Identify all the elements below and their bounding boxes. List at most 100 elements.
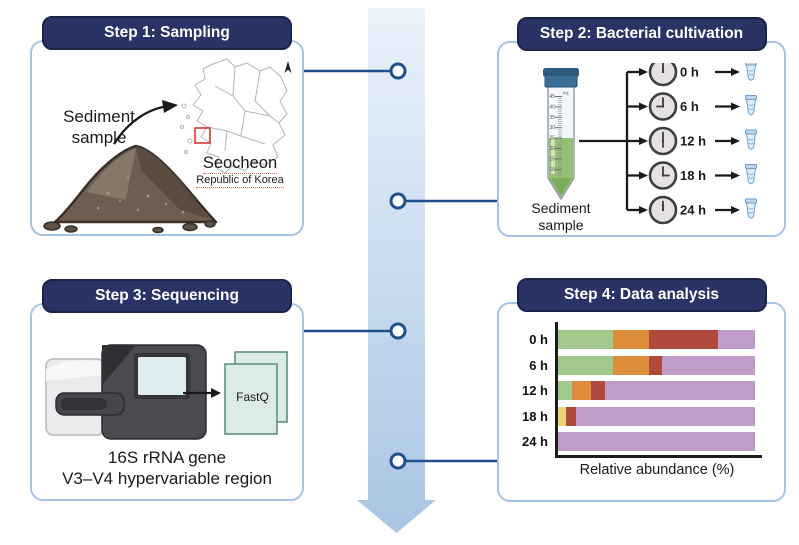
chart-segment-taxon-purple: [717, 330, 756, 349]
chart-tick-label: 18 h: [521, 408, 548, 424]
chart-segment-taxon-orange: [613, 355, 649, 375]
microtube-icon: [745, 198, 757, 219]
stacked-bar-chart: 0 h 6 h 12 h 18 h 24 h: [507, 322, 762, 458]
timepoint-row: 6 h: [627, 92, 757, 121]
step1-title: Step 1: Sampling: [104, 24, 230, 41]
panel-step4-analysis: Step 4: Data analysis 0 h 6 h 12 h 18 h 24 h…: [497, 278, 786, 502]
chart-y-axis-labels: 0 h 6 h 12 h 18 h 24 h: [507, 322, 555, 458]
arrowhead-icon: [731, 137, 740, 145]
panel-step3-sequencing: Step 3: Sequencing FastQ 16S rRNA gene V…: [30, 279, 304, 501]
chart-row: [558, 406, 756, 426]
chart-tick-label: 0 h: [529, 332, 548, 347]
chart-segment-taxon-purple: [605, 381, 756, 400]
chart-segment-taxon-green: [558, 355, 614, 375]
clock-icon: [648, 63, 678, 87]
timepoint-row: 18 h: [627, 161, 757, 190]
north-arrow-icon: [284, 61, 292, 73]
step2-title: Step 2: Bacterial cultivation: [539, 25, 744, 42]
connector-node-step4: [389, 452, 407, 470]
timepoint-row: 12 h: [627, 126, 757, 156]
tube-graduation-label: 30: [550, 125, 556, 131]
step2-header: Step 2: Bacterial cultivation: [516, 17, 767, 51]
tube-graduation-label: 15: [550, 156, 556, 162]
sequencer-icon: [45, 344, 207, 440]
step4-title: Step 4: Data analysis: [563, 286, 720, 303]
connector-node-step1: [389, 62, 407, 80]
chart-tick-label: 24 h: [521, 434, 548, 449]
step1-header: Step 1: Sampling: [42, 16, 292, 50]
arrowhead-icon: [639, 102, 648, 111]
tube-graduation-label: 45: [550, 94, 556, 100]
microtube-icon: [745, 63, 757, 81]
chart-segment-taxon-yellow: [558, 406, 566, 426]
arrowhead-icon: [731, 102, 740, 111]
microtube-icon: [745, 164, 757, 185]
fastq-file-label: FastQ: [236, 390, 269, 404]
chart-tick-label: 12 h: [521, 383, 548, 398]
chart-segment-taxon-green: [558, 330, 614, 349]
curved-arrow-icon: [113, 100, 178, 145]
microtube-icon: [745, 95, 757, 116]
chart-segment-taxon-green: [558, 381, 572, 400]
step4-header: Step 4: Data analysis: [516, 278, 767, 312]
arrowhead-icon: [731, 68, 740, 76]
chart-segment-taxon-red: [648, 330, 718, 349]
map-marker-seocheon: [194, 127, 211, 144]
chart-segment-taxon-orange: [613, 330, 649, 349]
cultivation-timeline: 0 h 6 h 12 h 18 h 24 h: [579, 63, 757, 225]
arrowhead-icon: [639, 206, 648, 214]
tube-sample-label: Sediment sample: [531, 200, 591, 233]
location-name: Seocheon: [202, 154, 278, 174]
chart-segment-taxon-orange: [571, 381, 592, 400]
tube-graduation-label: 40: [550, 104, 556, 110]
pile-pebbles: [43, 220, 216, 234]
timepoint-label: 24 h: [680, 203, 706, 218]
tube-graduation-label: 20: [550, 146, 556, 152]
chart-segment-taxon-red: [565, 406, 576, 426]
arrowhead-icon: [731, 171, 740, 180]
connector-lines: [300, 69, 498, 463]
timepoint-label: 6 h: [680, 99, 699, 114]
tube-unit-label: mL: [563, 91, 570, 96]
panel-step2-cultivation: Step 2: Bacterial cultivation mL 45 40 35 30…: [497, 17, 786, 237]
connector-nodes: [389, 62, 407, 470]
chart-segment-taxon-red: [591, 381, 606, 400]
tube-graduation-label: 35: [550, 115, 556, 121]
map-islands: [180, 103, 193, 154]
chart-tick-label: 6 h: [529, 357, 548, 373]
chart-x-axis-label: Relative abundance (%): [579, 462, 735, 478]
arrowhead-icon: [639, 171, 648, 180]
clock-icon: [648, 195, 678, 225]
falcon-tube-icon: mL 45 40 35 30 25 20 15 10: [543, 68, 579, 200]
tube-graduation-label: 25: [550, 136, 556, 142]
timepoint-row: 0 h: [627, 63, 757, 87]
sequencing-caption: 16S rRNA gene V3–V4 hypervariable region: [62, 448, 272, 488]
chart-segment-taxon-purple: [575, 406, 756, 426]
fastq-files-icon: [224, 351, 288, 435]
clock-icon: [648, 92, 678, 121]
timepoint-label: 0 h: [680, 65, 699, 80]
chart-row: [558, 432, 756, 451]
chart-row: [558, 355, 756, 375]
arrowhead-icon: [639, 137, 648, 145]
arrow-icon: [183, 388, 221, 398]
clock-icon: [648, 126, 678, 156]
arrowhead-icon: [639, 68, 648, 76]
timepoint-label: 18 h: [680, 168, 706, 183]
chart-segment-taxon-red: [648, 355, 663, 375]
chart-segment-taxon-purple: [662, 355, 756, 375]
location-country: Republic of Korea: [196, 174, 284, 188]
timepoint-row: 24 h: [627, 195, 757, 225]
chart-row: [558, 381, 756, 400]
step3-header: Step 3: Sequencing: [42, 279, 292, 313]
chart-plot-area: [555, 322, 762, 458]
sediment-pile-icon: [43, 144, 218, 234]
tube-graduation-label: 10: [550, 167, 556, 173]
connector-node-step2: [389, 192, 407, 210]
pile-speckles: [96, 176, 185, 214]
connector-node-step3: [389, 322, 407, 340]
flow-down-arrow: [357, 8, 436, 533]
panel-step1-sampling: Step 1: Sampling: [30, 16, 304, 236]
